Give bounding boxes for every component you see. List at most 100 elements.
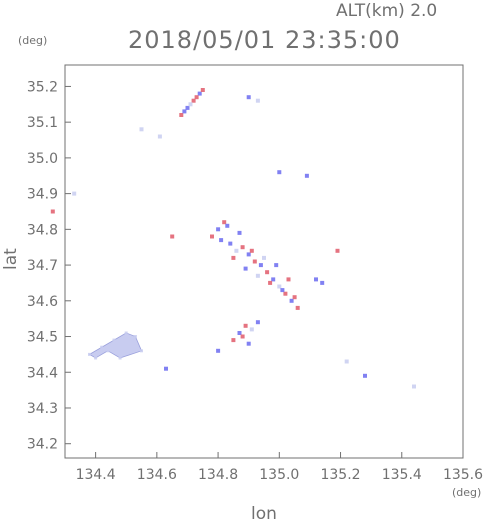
y-tick-label: 34.7	[27, 258, 58, 274]
data-point	[231, 338, 236, 343]
data-point	[118, 356, 122, 360]
chart-title: 2018/05/01 23:35:00	[128, 26, 401, 54]
data-point	[216, 227, 221, 232]
data-point	[277, 170, 282, 175]
data-point	[197, 91, 202, 96]
x-tick-label: 134.4	[76, 467, 116, 483]
cluster-north-cluster	[179, 88, 205, 117]
data-point	[243, 266, 248, 271]
data-point	[194, 95, 199, 100]
data-point	[304, 173, 309, 178]
data-point	[234, 248, 239, 253]
y-tick-label: 35.1	[27, 115, 58, 131]
data-point	[133, 335, 137, 338]
data-point	[157, 134, 162, 139]
data-point	[210, 234, 214, 239]
x-tick-label: 135.6	[443, 467, 483, 483]
data-point	[200, 88, 205, 92]
data-point	[274, 263, 279, 268]
data-point	[277, 284, 282, 289]
plot-frame	[64, 64, 464, 459]
y-axis-label: lat	[1, 248, 21, 270]
data-point	[286, 277, 291, 282]
data-point	[262, 255, 266, 260]
data-point	[335, 248, 340, 253]
x-tick-label: 134.8	[198, 467, 238, 483]
data-point	[106, 349, 110, 353]
data-point	[255, 273, 260, 278]
data-point	[283, 291, 288, 296]
y-tick-label: 34.5	[27, 330, 58, 346]
cluster-central-cluster	[210, 220, 300, 310]
data-point	[88, 352, 91, 356]
data-point	[255, 320, 260, 325]
data-point	[314, 277, 318, 282]
data-point	[72, 191, 77, 196]
y-tick-label: 34.2	[27, 437, 58, 453]
x-axis-label: lon	[251, 504, 277, 521]
data-point	[240, 245, 245, 250]
data-point	[280, 288, 285, 293]
data-point	[289, 298, 294, 303]
data-point	[246, 341, 251, 346]
data-point	[320, 280, 325, 285]
data-point	[185, 105, 190, 110]
data-point	[50, 209, 55, 214]
data-point	[112, 338, 116, 342]
x-tick-label: 135.2	[320, 467, 360, 483]
y-tick-label: 35.2	[27, 79, 58, 95]
data-point	[240, 334, 245, 339]
data-point	[228, 241, 233, 246]
cluster-south-central	[231, 320, 260, 346]
data-point	[255, 98, 260, 103]
data-point	[219, 238, 224, 243]
data-point	[243, 323, 248, 328]
data-point	[191, 98, 196, 103]
y-tick-label: 34.8	[27, 222, 58, 238]
data-point	[249, 327, 254, 332]
data-point	[295, 305, 300, 310]
data-point	[182, 109, 187, 114]
y-unit-label: (deg)	[18, 34, 47, 47]
x-tick-label: 135.0	[259, 467, 299, 483]
data-point	[249, 248, 254, 253]
data-points	[50, 88, 416, 389]
x-tick-label: 135.4	[382, 467, 422, 483]
y-tick-label: 34.6	[27, 294, 58, 310]
data-point	[258, 263, 263, 268]
data-point	[164, 366, 168, 371]
data-point	[237, 230, 242, 235]
data-point	[124, 331, 128, 335]
data-point	[363, 373, 367, 378]
data-point	[265, 270, 270, 275]
data-point	[231, 255, 236, 260]
data-point	[225, 223, 230, 228]
data-point	[222, 220, 227, 225]
data-point	[179, 113, 184, 117]
cluster-large-patch-west	[88, 331, 143, 360]
y-tick-label: 34.9	[27, 187, 58, 203]
data-point	[216, 348, 221, 353]
data-point	[246, 252, 251, 257]
data-point	[268, 280, 273, 285]
x-tick-label: 134.6	[137, 467, 177, 483]
data-point	[246, 95, 251, 100]
data-point	[140, 349, 143, 353]
data-point	[100, 345, 104, 349]
data-point	[188, 102, 193, 107]
data-point	[170, 234, 175, 239]
data-point	[412, 384, 416, 389]
data-point	[271, 277, 276, 282]
patch-area	[88, 332, 143, 359]
chart-subtitle: ALT(km) 2.0	[336, 1, 437, 21]
data-point	[94, 356, 98, 360]
data-point	[344, 359, 349, 364]
data-point	[237, 331, 242, 335]
y-tick-label: 34.3	[27, 401, 58, 417]
data-point	[252, 259, 257, 264]
y-tick-label: 34.4	[27, 365, 58, 381]
data-point	[292, 295, 297, 300]
y-tick-label: 35.0	[27, 151, 58, 167]
cluster-scattered	[50, 95, 416, 389]
